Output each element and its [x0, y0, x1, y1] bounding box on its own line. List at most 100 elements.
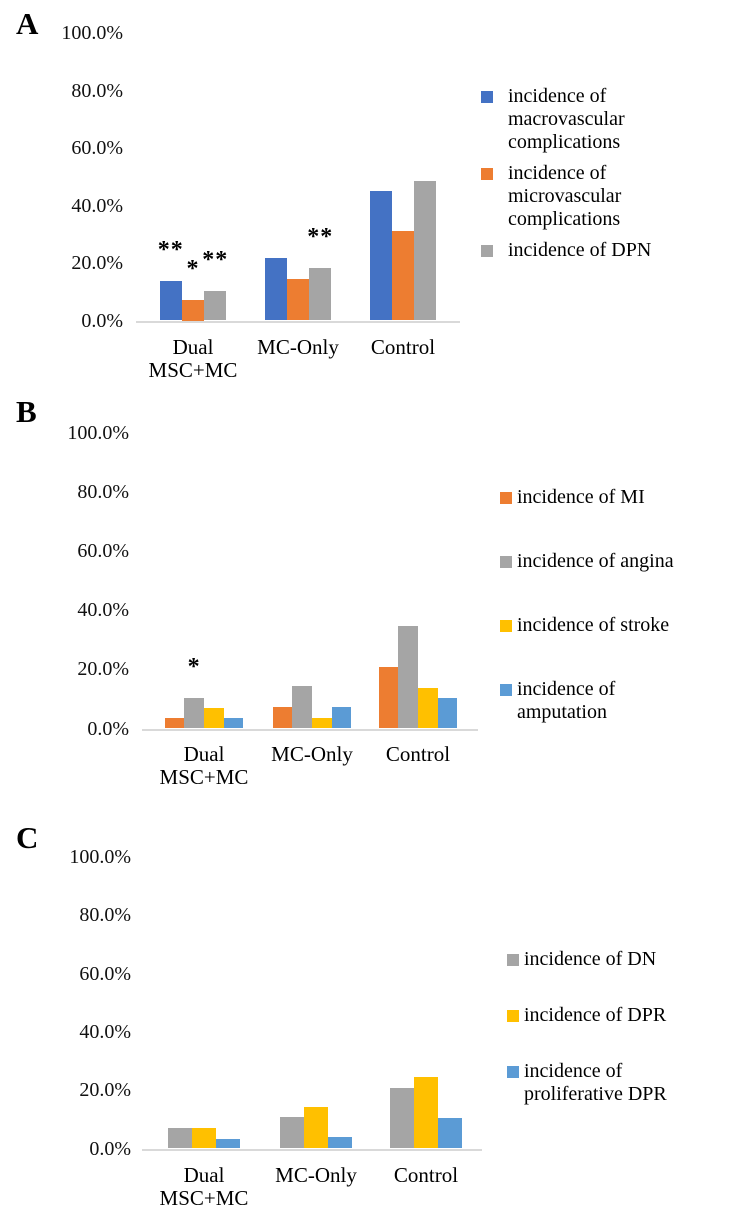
bar-b-light_blue: [437, 697, 458, 729]
significance-marker: **: [307, 223, 334, 250]
legend-a: incidence of macrovascular complications…: [481, 85, 677, 262]
legend-item: incidence of DN: [507, 948, 713, 971]
legend-item: incidence of amputation: [500, 678, 706, 724]
bar-c-yellow: [413, 1077, 439, 1149]
panel-label-b: B: [16, 394, 37, 429]
y-axis-tick-label: 20.0%: [77, 658, 129, 681]
legend-swatch-gray: [481, 245, 493, 257]
bar-b-gray: [292, 686, 312, 729]
bar-c-light_blue: [328, 1137, 353, 1149]
legend-swatch-light_blue: [500, 684, 512, 696]
bar-c-light_blue: [216, 1138, 241, 1149]
bar-a-orange: [181, 300, 205, 321]
bar-c-gray: [389, 1088, 414, 1149]
legend-label: incidence of DPN: [508, 239, 652, 261]
legend-label: incidence of DN: [524, 948, 657, 970]
bar-c-gray: [279, 1116, 304, 1149]
bar-b-yellow: [204, 707, 224, 729]
bar-a-orange: [286, 278, 310, 321]
bar-c-gray: [167, 1128, 192, 1149]
y-axis-tick-label: 60.0%: [77, 540, 129, 563]
bar-b-orange: [378, 666, 399, 729]
legend-item: incidence of DPN: [481, 239, 677, 262]
legend-label: incidence of stroke: [517, 614, 670, 636]
significance-marker: *: [187, 653, 201, 680]
bar-a-gray: [414, 181, 437, 321]
significance-marker: **: [157, 236, 184, 263]
bar-a-blue: [369, 191, 392, 321]
y-axis-tick-label: 20.0%: [79, 1079, 131, 1102]
bar-b-yellow: [418, 687, 438, 729]
legend-b: incidence of MI incidence of angina incide…: [500, 486, 706, 724]
y-axis-tick-label: 0.0%: [87, 717, 129, 740]
category-label: Dual MSC+MC: [159, 742, 249, 789]
legend-swatch-yellow: [507, 1010, 519, 1022]
significance-marker: **: [202, 246, 229, 273]
x-axis-line-b: [142, 728, 478, 731]
legend-swatch-orange: [500, 492, 512, 504]
bar-b-light_blue: [331, 707, 352, 729]
legend-label: incidence of amputation: [517, 678, 616, 723]
x-axis-line-a: [136, 320, 460, 323]
category-label: Control: [385, 742, 451, 766]
bar-c-light_blue: [438, 1118, 463, 1149]
y-axis-tick-label: 100.0%: [61, 22, 123, 44]
panel-label-a: A: [16, 6, 39, 41]
bar-a-blue: [159, 280, 182, 321]
y-axis-tick-label: 20.0%: [71, 252, 123, 274]
bar-a-orange: [391, 230, 415, 321]
legend-label: incidence of macrovascular complications: [508, 85, 625, 153]
bar-a-blue: [264, 257, 287, 321]
category-label: MC-Only: [257, 335, 339, 359]
legend-swatch-blue: [481, 91, 493, 103]
y-axis-tick-label: 80.0%: [71, 79, 123, 102]
y-axis-tick-label: 60.0%: [79, 962, 131, 985]
legend-swatch-yellow: [500, 620, 512, 632]
y-axis-tick-label: 100.0%: [69, 846, 131, 868]
bar-b-orange: [272, 707, 293, 729]
legend-item: incidence of DPR: [507, 1004, 713, 1027]
category-label: MC-Only: [271, 742, 353, 766]
legend-item: incidence of angina: [500, 550, 706, 573]
legend-item: incidence of MI: [500, 486, 706, 509]
y-axis-tick-label: 60.0%: [71, 137, 123, 159]
bar-b-gray: [184, 697, 204, 729]
legend-label: incidence of angina: [517, 550, 674, 572]
panel-label-c: C: [16, 820, 39, 855]
category-label: Control: [393, 1163, 459, 1187]
legend-label: incidence of microvascular complications: [508, 162, 622, 230]
bar-b-gray: [398, 626, 418, 729]
bar-b-light_blue: [223, 718, 244, 729]
category-label: Dual MSC+MC: [148, 335, 238, 382]
bar-a-gray: [204, 290, 227, 321]
x-axis-line-c: [142, 1148, 482, 1151]
significance-marker: *: [186, 256, 200, 283]
bar-a-gray: [309, 267, 332, 321]
legend-c: incidence of DN incidence of DPR incidence…: [507, 948, 713, 1106]
bar-c-yellow: [303, 1106, 329, 1149]
legend-item: incidence of macrovascular complications: [481, 85, 677, 154]
legend-swatch-orange: [481, 168, 493, 180]
category-label: Dual MSC+MC: [159, 1163, 249, 1210]
y-axis-tick-label: 40.0%: [79, 1020, 131, 1043]
bar-b-orange: [164, 718, 185, 729]
category-label: MC-Only: [275, 1163, 357, 1187]
legend-swatch-gray: [500, 556, 512, 568]
legend-label: incidence of DPR: [524, 1004, 667, 1026]
category-label: Control: [370, 335, 436, 359]
y-axis-tick-label: 80.0%: [79, 904, 131, 927]
legend-label: incidence of proliferative DPR: [524, 1060, 667, 1105]
legend-item: incidence of microvascular complications: [481, 162, 677, 231]
y-axis-tick-label: 40.0%: [77, 599, 129, 622]
bar-b-yellow: [312, 718, 332, 729]
y-axis-tick-label: 0.0%: [89, 1137, 131, 1160]
legend-label: incidence of MI: [517, 486, 645, 508]
legend-item: incidence of proliferative DPR: [507, 1060, 713, 1106]
legend-swatch-light_blue: [507, 1066, 519, 1078]
y-axis-tick-label: 80.0%: [77, 481, 129, 504]
legend-swatch-gray: [507, 954, 519, 966]
legend-item: incidence of stroke: [500, 614, 706, 637]
bar-c-yellow: [191, 1128, 217, 1149]
y-axis-tick-label: 100.0%: [67, 422, 129, 444]
